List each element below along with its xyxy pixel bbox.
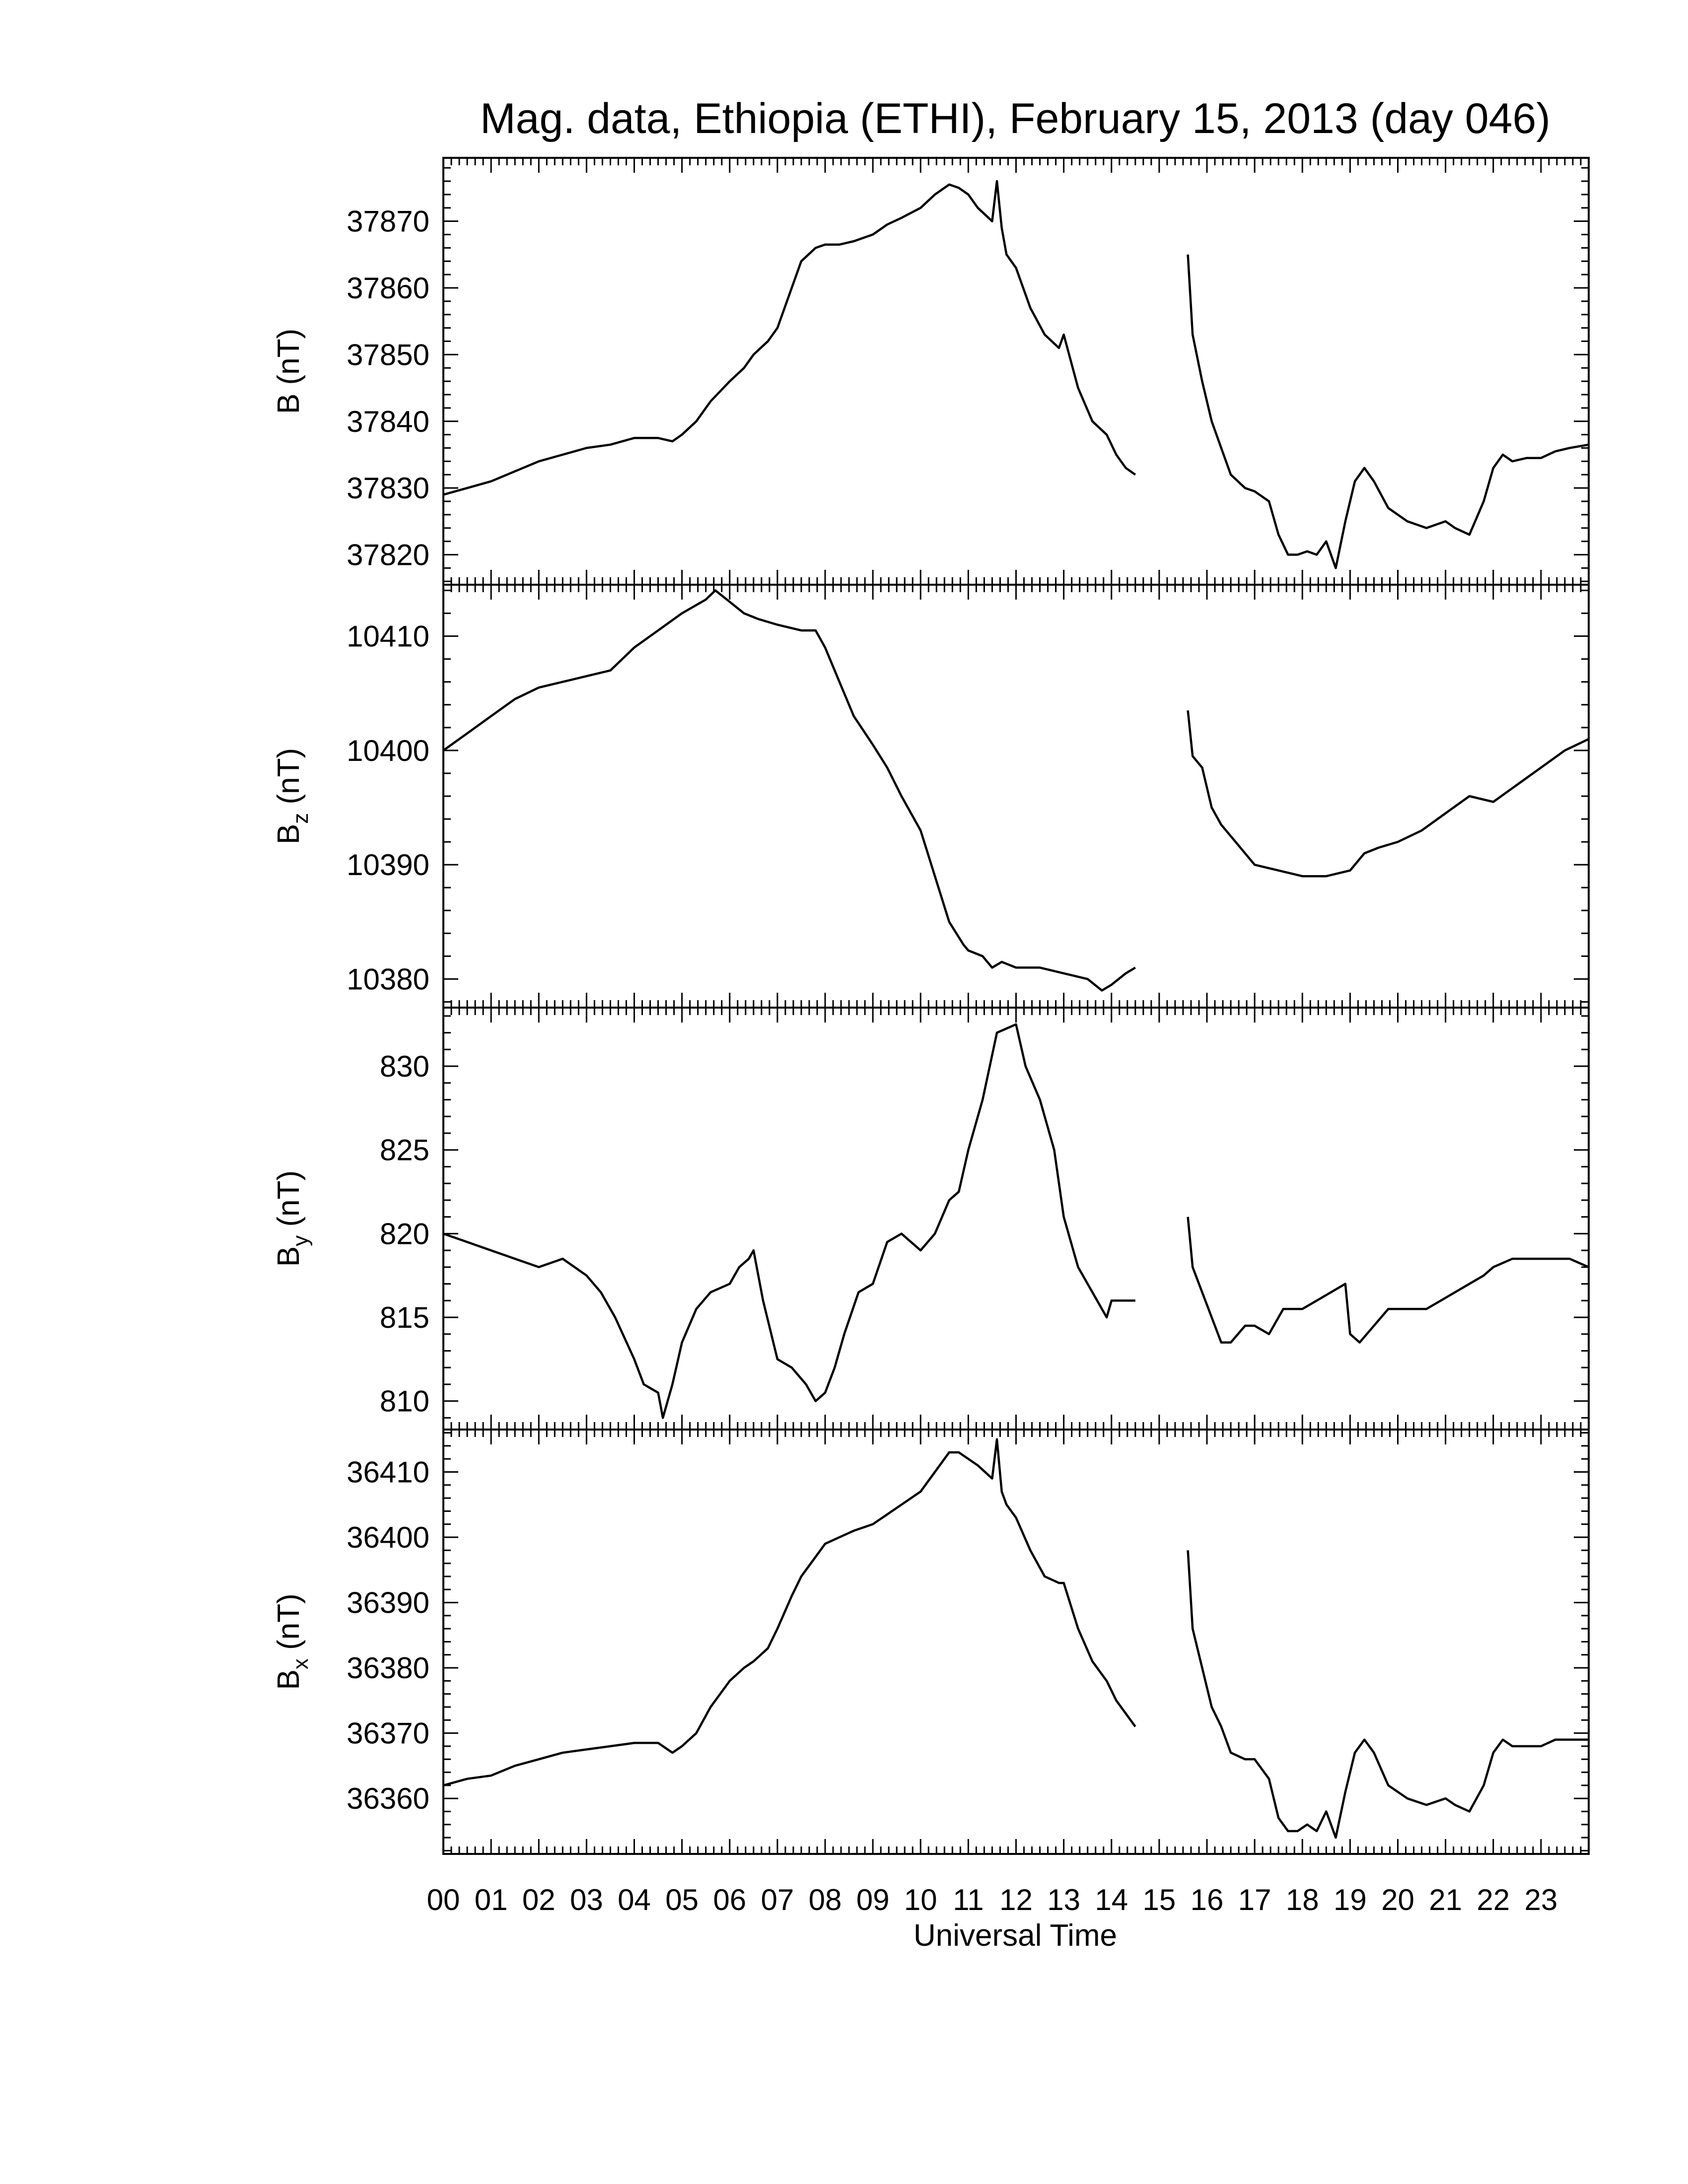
panel-1: 10380 10390 10400 10410 Bz (nT) [272,584,1590,1009]
x-axis-labels: 00 01 02 03 04 05 06 07 08 09 10 11 12 13 14 15 16 17 18 19… [427,1883,1558,1916]
x-tick-label: 19 [1334,1883,1367,1916]
y-tick-label: 10390 [347,848,429,882]
panel-0: 37820 37830 37840 37850 37860 37870 B (nT) [272,157,1590,586]
x-tick-label: 06 [713,1883,746,1916]
y-axis-label: Bx (nT) [272,1593,313,1690]
y-tick-label: 815 [380,1301,429,1334]
x-tick-label: 09 [856,1883,890,1916]
x-tick-label: 10 [904,1883,937,1916]
x-tick-label: 17 [1238,1883,1271,1916]
y-axis-label: B (nT) [272,329,306,414]
y-tick-label: 820 [380,1217,429,1250]
plot-frame [442,584,1590,1009]
panel-2: 810 815 820 825 830 By (nT) [272,1007,1590,1431]
y-tick-label: 37820 [347,539,429,572]
y-axis-label: By (nT) [272,1170,313,1267]
series-line-1 [1187,254,1589,569]
series-line-0 [443,1023,1135,1419]
series-line-0 [443,1438,1136,1787]
x-tick-label: 16 [1191,1883,1224,1916]
x-tick-label: 18 [1286,1883,1319,1916]
y-tick-label: 37830 [347,472,429,505]
series-line-1 [1187,1550,1589,1839]
y-tick-label: 36390 [347,1586,429,1620]
x-tick-label: 04 [618,1883,651,1916]
y-tick-label: 37860 [347,272,429,305]
x-tick-label: 12 [999,1883,1033,1916]
chart-title: Mag. data, Ethiopia (ETHI), February 15,… [480,95,1550,142]
panels: 37820 37830 37840 37850 37860 37870 B (nT) 1038… [272,157,1590,1855]
x-tick-label: 02 [522,1883,556,1916]
panel-3: 36360 36370 36380 36390 36400 36410 Bx (nT) [272,1429,1590,1855]
x-tick-label: 08 [809,1883,842,1916]
x-tick-label: 20 [1381,1883,1414,1916]
x-tick-label: 05 [665,1883,699,1916]
y-tick-label: 830 [380,1050,429,1083]
y-tick-label: 10410 [347,620,429,653]
x-tick-label: 13 [1047,1883,1080,1916]
y-tick-label: 37870 [347,205,429,238]
y-tick-label: 36360 [347,1782,429,1815]
x-tick-label: 21 [1429,1883,1462,1916]
x-tick-label: 03 [570,1883,603,1916]
y-tick-label: 10380 [347,962,429,996]
y-tick-label: 36410 [347,1456,429,1489]
y-axis-label: Bz (nT) [272,748,313,844]
y-tick-label: 810 [380,1385,429,1418]
y-tick-label: 36370 [347,1717,429,1750]
y-tick-label: 36400 [347,1521,429,1554]
series-line-1 [1187,710,1589,878]
y-tick-label: 10400 [347,734,429,767]
y-tick-label: 36380 [347,1651,429,1685]
x-tick-label: 23 [1525,1883,1558,1916]
x-tick-label: 07 [761,1883,794,1916]
y-tick-label: 825 [380,1134,429,1167]
plot-frame [442,157,1590,586]
plot-frame [442,1007,1590,1431]
x-tick-label: 15 [1143,1883,1176,1916]
x-tick-label: 14 [1095,1883,1128,1916]
plot-frame [442,1429,1590,1855]
x-tick-label: 01 [475,1883,508,1916]
x-tick-label: 22 [1477,1883,1510,1916]
series-line-1 [1187,1217,1589,1344]
y-tick-label: 37850 [347,338,429,371]
x-axis-label: Universal Time [914,1918,1117,1953]
x-tick-label: 00 [427,1883,460,1916]
series-line-0 [442,589,1136,992]
y-tick-label: 37840 [347,405,429,438]
series-line-0 [443,180,1136,496]
x-tick-label: 11 [953,1883,984,1916]
